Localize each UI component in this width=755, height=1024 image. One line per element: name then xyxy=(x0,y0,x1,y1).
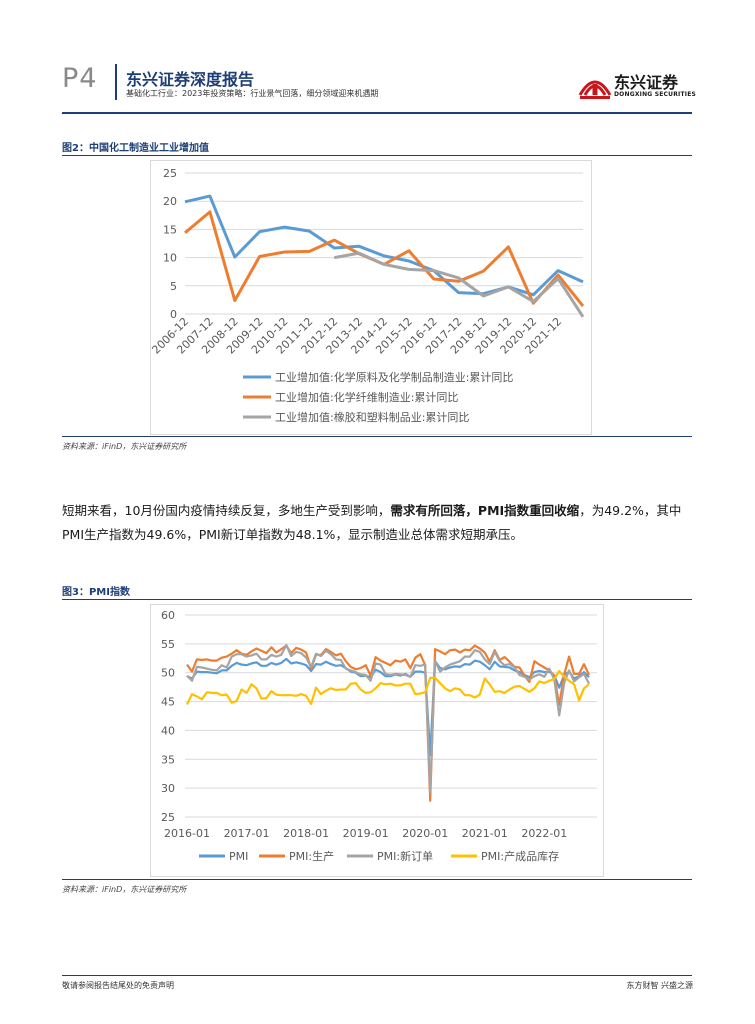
y-tick-label: 45 xyxy=(161,696,175,709)
legend-label-2: PMI:生产 xyxy=(289,849,334,863)
body-paragraph: 短期来看，10月份国内疫情持续反复，多地生产受到影响，需求有所回落，PMI指数重… xyxy=(62,499,692,547)
y-tick-label: 25 xyxy=(161,811,175,824)
y-tick-label: 30 xyxy=(161,782,175,795)
footer-disclaimer: 敬请参阅报告结尾处的免责声明 xyxy=(62,981,174,990)
brand-name: 东兴证券 xyxy=(614,73,679,92)
company-logo: 东兴证券 DONGXING SECURITIES xyxy=(578,67,696,103)
figure3-rule xyxy=(62,599,692,600)
series-line-2 xyxy=(186,644,590,802)
legend-label-4: PMI:产成品库存 xyxy=(481,849,559,863)
x-tick-label: 2017-01 xyxy=(224,827,270,840)
report-title: 东兴证券深度报告 xyxy=(126,70,255,89)
footer-rule xyxy=(62,975,692,976)
series-line-1 xyxy=(184,194,584,297)
figure3-source-rule xyxy=(62,879,692,880)
y-tick-label: 35 xyxy=(161,753,175,766)
y-tick-label: 20 xyxy=(163,195,177,208)
brand-name-en: DONGXING SECURITIES xyxy=(614,91,697,98)
legend-label-1: 工业增加值:化学原料及化学制品制造业:累计同比 xyxy=(275,370,513,384)
y-tick-label: 5 xyxy=(170,280,177,293)
paragraph-part1: 短期来看，10月份国内疫情持续反复，多地生产受到影响， xyxy=(62,503,391,518)
figure2-chart-svg: 05101520252006-122007-122008-122009-1220… xyxy=(151,167,585,424)
legend-label-3: 工业增加值:橡胶和塑料制品业:累计同比 xyxy=(275,410,469,424)
figure2-source-rule xyxy=(62,436,692,437)
figure2-source: 资料来源：iFinD，东兴证券研究所 xyxy=(62,442,187,451)
paragraph-bold: 需求有所回落，PMI指数重回收缩 xyxy=(390,503,580,518)
report-subtitle: 基础化工行业：2023年投资策略：行业景气回落，细分领域迎来机遇期 xyxy=(126,89,379,98)
header-rule xyxy=(62,112,692,114)
x-tick-label: 2016-01 xyxy=(164,827,210,840)
y-tick-label: 55 xyxy=(161,638,175,651)
figure2-rule xyxy=(62,155,692,156)
figure2-caption: 图2：中国化工制造业工业增加值 xyxy=(62,143,209,154)
legend-label-2: 工业增加值:化学纤维制造业:累计同比 xyxy=(275,390,458,404)
paragraph-part2: ，为49.2%，其中PMI生产指数为49.6%，PMI新订单指数为48.1%，显… xyxy=(62,503,682,542)
figure2-chart: 0 5 10 15 20 25 2006-12 2007-12 2008-12 2009-12 20… xyxy=(150,160,592,435)
footer-slogan: 东方财智 兴盛之源 xyxy=(626,981,693,990)
x-tick-label: 2020-01 xyxy=(402,827,448,840)
figure3-chart-svg: 25 30 35 40 45 50 55 60 2016-01 2017-01 2018-01 201… xyxy=(161,609,597,863)
x-tick-label: 2022-01 xyxy=(521,827,567,840)
page-header: P4 东兴证券深度报告 基础化工行业：2023年投资策略：行业景气回落，细分领域… xyxy=(0,0,755,118)
legend-label-1: PMI xyxy=(229,850,248,863)
legend-label-3: PMI:新订单 xyxy=(377,849,433,863)
x-tick-label: 2019-01 xyxy=(343,827,389,840)
series-line-4 xyxy=(186,669,590,705)
series-line-3 xyxy=(186,643,590,794)
y-tick-label: 60 xyxy=(161,609,175,622)
y-tick-label: 15 xyxy=(163,223,177,236)
x-tick-label: 2018-01 xyxy=(283,827,329,840)
y-tick-label: 0 xyxy=(170,308,177,321)
figure3-chart: 25 30 35 40 45 50 55 60 2016-01 2017-01 2018-01 201… xyxy=(150,604,604,877)
y-tick-label: 25 xyxy=(163,167,177,180)
y-tick-label: 50 xyxy=(161,667,175,680)
y-tick-label: 10 xyxy=(163,252,177,265)
page-number: P4 xyxy=(62,63,98,94)
logo-mark-icon xyxy=(578,80,612,99)
header-divider xyxy=(115,64,117,100)
figure3-caption: 图3：PMI指数 xyxy=(62,587,130,598)
y-tick-label: 40 xyxy=(161,724,175,737)
series-line-3 xyxy=(334,251,585,318)
figure3-source: 资料来源：iFinD，东兴证券研究所 xyxy=(62,885,187,894)
x-tick-label: 2021-01 xyxy=(462,827,508,840)
